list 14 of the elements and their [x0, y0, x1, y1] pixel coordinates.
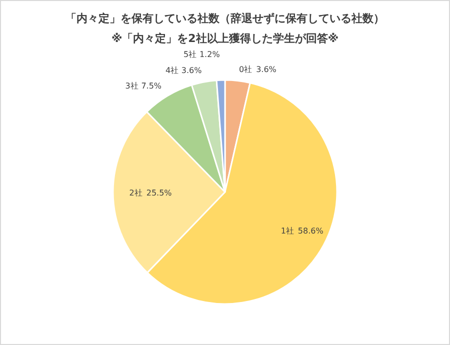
chart-subtitle: ※「内々定」を2社以上獲得した学生が回答※	[111, 32, 339, 45]
data-label: 3.6%	[256, 64, 277, 74]
data-label: 58.6%	[298, 226, 324, 236]
data-label: 25.5%	[146, 188, 172, 198]
data-label: 7.5%	[141, 81, 162, 90]
slice-label: 2社	[129, 188, 142, 198]
slice-label: 3社	[125, 81, 138, 90]
slice-label: 4社	[165, 66, 179, 76]
slice-label: 1社	[280, 226, 294, 236]
slice-label: 5社	[184, 50, 197, 60]
data-label: 1.2%	[199, 50, 220, 60]
chart-title: 「内々定」を保有している社数（辞退せずに保有している社数）	[66, 12, 384, 25]
data-label: 3.6%	[181, 66, 202, 76]
slice-label: 0社	[238, 64, 252, 74]
